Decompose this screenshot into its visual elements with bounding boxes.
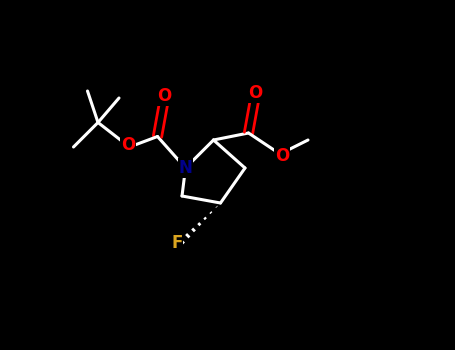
Text: O: O [121, 136, 135, 154]
Text: N: N [178, 159, 192, 177]
Text: O: O [275, 147, 289, 165]
Text: O: O [157, 87, 172, 105]
Text: F: F [171, 234, 182, 252]
Text: O: O [248, 84, 263, 102]
